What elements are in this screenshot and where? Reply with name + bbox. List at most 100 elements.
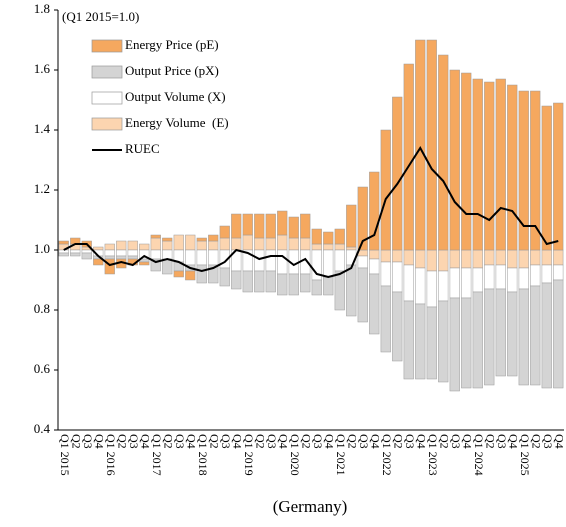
bar-segment <box>289 217 299 238</box>
bar-segment <box>185 235 195 250</box>
bar-segment <box>197 265 207 283</box>
x-tick-label: Q4 <box>553 434 566 449</box>
bar-segment <box>59 241 69 244</box>
bar-segment <box>461 268 471 298</box>
legend-swatch <box>92 92 122 104</box>
bar-segment <box>461 73 471 250</box>
bar-segment <box>277 274 287 295</box>
bar-segment <box>369 250 379 259</box>
bar-segment <box>231 214 241 238</box>
bar-segment <box>197 238 207 241</box>
bar-segment <box>266 214 276 238</box>
bar-segment <box>174 235 184 250</box>
bar-segment <box>519 250 529 268</box>
bar-segment <box>300 214 310 238</box>
legend-label: Energy Volume (E) <box>125 115 229 130</box>
caption: (Germany) <box>273 497 348 516</box>
bar-segment <box>220 226 230 238</box>
bar-segment <box>404 250 414 265</box>
bar-segment <box>59 253 69 256</box>
bar-segment <box>346 247 356 250</box>
y-tick-label: 0.4 <box>34 421 51 436</box>
bar-segment <box>553 280 563 388</box>
bar-segment <box>312 280 322 295</box>
bar-segment <box>185 250 195 265</box>
bar-segment <box>553 250 563 265</box>
bar-segment <box>415 268 425 304</box>
bar-segment <box>185 271 195 280</box>
bar-segment <box>174 271 184 277</box>
bar-segment <box>507 85 517 250</box>
bar-segment <box>105 244 115 250</box>
bar-segment <box>254 271 264 292</box>
bar-segment <box>427 271 437 307</box>
bar-segment <box>484 265 494 289</box>
bar-segment <box>243 271 253 292</box>
bar-segment <box>346 250 356 265</box>
bar-segment <box>381 250 391 262</box>
bar-segment <box>438 55 448 250</box>
bar-segment <box>139 244 149 250</box>
bar-segment <box>70 250 80 253</box>
bar-segment <box>197 250 207 265</box>
y-tick-label: 1.0 <box>34 241 50 256</box>
bar-segment <box>335 271 345 310</box>
bar-segment <box>335 244 345 250</box>
bar-segment <box>266 238 276 250</box>
bar-segment <box>300 238 310 250</box>
bar-segment <box>116 250 126 256</box>
bar-segment <box>151 235 161 238</box>
bar-segment <box>323 250 333 277</box>
bar-segment <box>392 262 402 292</box>
bar-segment <box>438 301 448 382</box>
bar-segment <box>507 268 517 292</box>
bar-segment <box>139 262 149 265</box>
bar-segment <box>151 250 161 259</box>
bar-segment <box>128 256 138 259</box>
bar-segment <box>450 250 460 268</box>
bar-segment <box>507 292 517 376</box>
bar-segment <box>484 82 494 250</box>
bar-segment <box>208 241 218 250</box>
bar-segment <box>473 292 483 388</box>
bar-segment <box>381 262 391 286</box>
bar-segment <box>404 64 414 250</box>
bar-segment <box>542 106 552 250</box>
bar-segment <box>369 274 379 334</box>
bar-segment <box>450 268 460 298</box>
bar-segment <box>323 244 333 250</box>
bar-segment <box>473 250 483 268</box>
bar-segment <box>220 268 230 286</box>
bar-segment <box>450 298 460 391</box>
y-tick-label: 0.6 <box>34 361 51 376</box>
bar-segment <box>335 250 345 271</box>
bar-segment <box>461 250 471 268</box>
bar-segment <box>358 268 368 322</box>
bar-segment <box>116 256 126 259</box>
bar-segment <box>496 250 506 265</box>
bar-segment <box>450 70 460 250</box>
bar-segment <box>519 289 529 385</box>
bar-segment <box>519 268 529 289</box>
bar-segment <box>208 235 218 241</box>
bar-segment <box>220 238 230 250</box>
legend-label: Output Volume (X) <box>125 89 226 104</box>
bar-segment <box>473 268 483 292</box>
bar-segment <box>82 253 92 259</box>
bar-segment <box>266 271 276 292</box>
bar-segment <box>208 250 218 265</box>
bar-segment <box>151 238 161 250</box>
legend-label: Energy Price (pE) <box>125 37 219 52</box>
bar-segment <box>415 40 425 250</box>
bar-segment <box>289 274 299 295</box>
bar-segment <box>530 286 540 385</box>
bar-segment <box>289 238 299 250</box>
y-tick-label: 0.8 <box>34 301 50 316</box>
bar-segment <box>323 232 333 244</box>
bar-segment <box>346 265 356 316</box>
bar-segment <box>105 256 115 259</box>
bar-segment <box>484 250 494 265</box>
ruec-line <box>64 148 559 277</box>
bar-segment <box>369 172 379 250</box>
